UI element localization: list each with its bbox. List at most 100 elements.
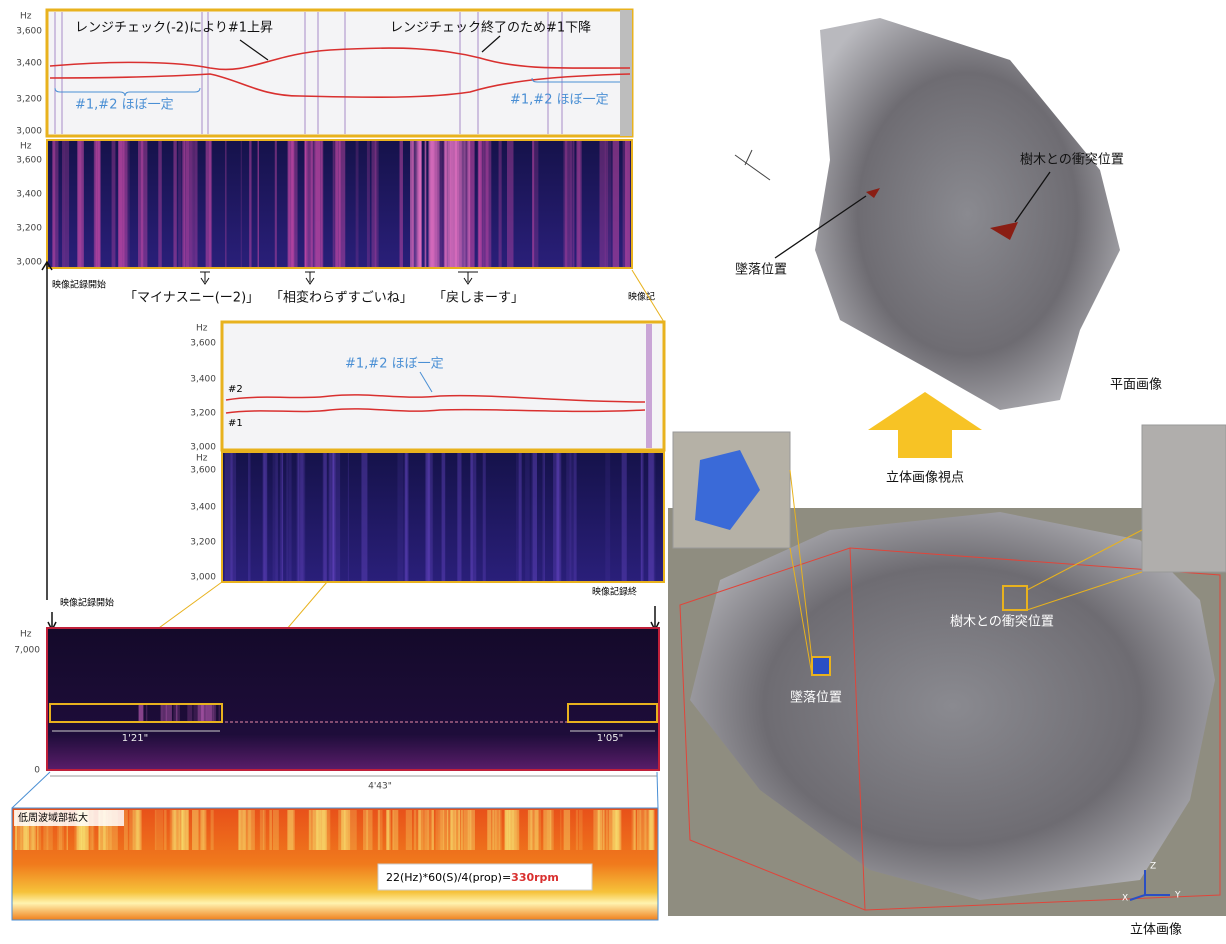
band [328,810,331,850]
band [248,453,251,581]
quote: 「相変わらずすごいね」 [270,290,413,306]
band [414,810,417,850]
band [649,453,655,581]
band [576,810,578,850]
band [211,810,214,850]
band [135,810,140,850]
band [158,141,162,267]
band [330,453,332,581]
band [539,810,541,850]
band [486,141,492,267]
band [372,141,377,267]
band [565,141,572,267]
band [313,810,315,850]
band [577,141,582,267]
band [530,810,533,850]
annotation: レンジチェック終了のため#1下降 [390,20,591,36]
band [425,141,427,267]
band [249,141,251,267]
band [406,810,412,850]
band [468,810,472,850]
band [622,453,627,581]
band [443,810,448,850]
band [625,141,630,267]
span-label: 1'21" [122,733,148,744]
band [225,453,232,581]
band [579,810,583,850]
band [175,705,180,722]
band [607,141,611,267]
band [209,141,212,267]
panel-edge [620,10,632,136]
band [347,810,350,850]
band [598,810,600,850]
band [307,141,313,267]
band [139,705,144,722]
band [508,810,513,850]
band [238,810,244,850]
caption: 平面画像 [1110,378,1162,393]
band [65,141,69,267]
band [53,141,59,267]
band [350,810,357,850]
event-band [646,324,652,448]
band [637,810,643,850]
band [455,810,460,850]
quote: 「マイナスニー(ー2)」 [124,291,259,306]
band [457,453,461,581]
band [525,453,530,581]
formula-text: 22(Hz)*60(S)/4(prop)= [386,871,511,884]
band [451,141,456,267]
band [322,810,327,850]
inset-collision [1142,425,1226,572]
band [662,453,663,581]
unit-label: Hz [20,630,32,640]
band [341,810,342,850]
tick-label: 3,000 [190,443,216,453]
band [166,705,172,722]
band [429,141,434,267]
band [600,141,606,267]
band [470,453,473,581]
tick-label: 7,000 [14,646,40,656]
band [96,141,97,267]
band [173,141,176,267]
band [367,141,370,267]
band [182,810,183,850]
band [448,141,451,267]
band [286,453,288,581]
band [569,453,576,581]
viewpoint-label: 立体画像視点 [886,471,964,486]
band [492,810,494,850]
band [219,705,220,722]
tick-label: 3,000 [16,127,42,137]
band [487,810,491,850]
arrows [48,606,659,630]
band [573,141,575,267]
spectrogram [47,628,659,770]
band [560,810,561,850]
total-label: 4'43" [368,782,392,792]
axis-label: X [1122,894,1128,904]
band [499,141,502,267]
band [122,141,127,267]
band [432,810,434,850]
tick-label: 3,400 [16,190,42,200]
band [366,810,372,850]
band [543,810,546,850]
band [62,141,65,267]
unit-label: Hz [20,142,32,152]
band [280,453,283,581]
band [315,141,322,267]
band [297,453,300,581]
band [516,453,521,581]
band [263,810,264,850]
band [178,141,181,267]
band [323,453,327,581]
band [361,453,367,581]
band [500,810,502,850]
low-freq-title: 低周波域部拡大 [18,811,88,824]
tick-label: 3,400 [190,375,216,385]
tick-label: 3,600 [190,339,216,349]
band [348,453,349,581]
